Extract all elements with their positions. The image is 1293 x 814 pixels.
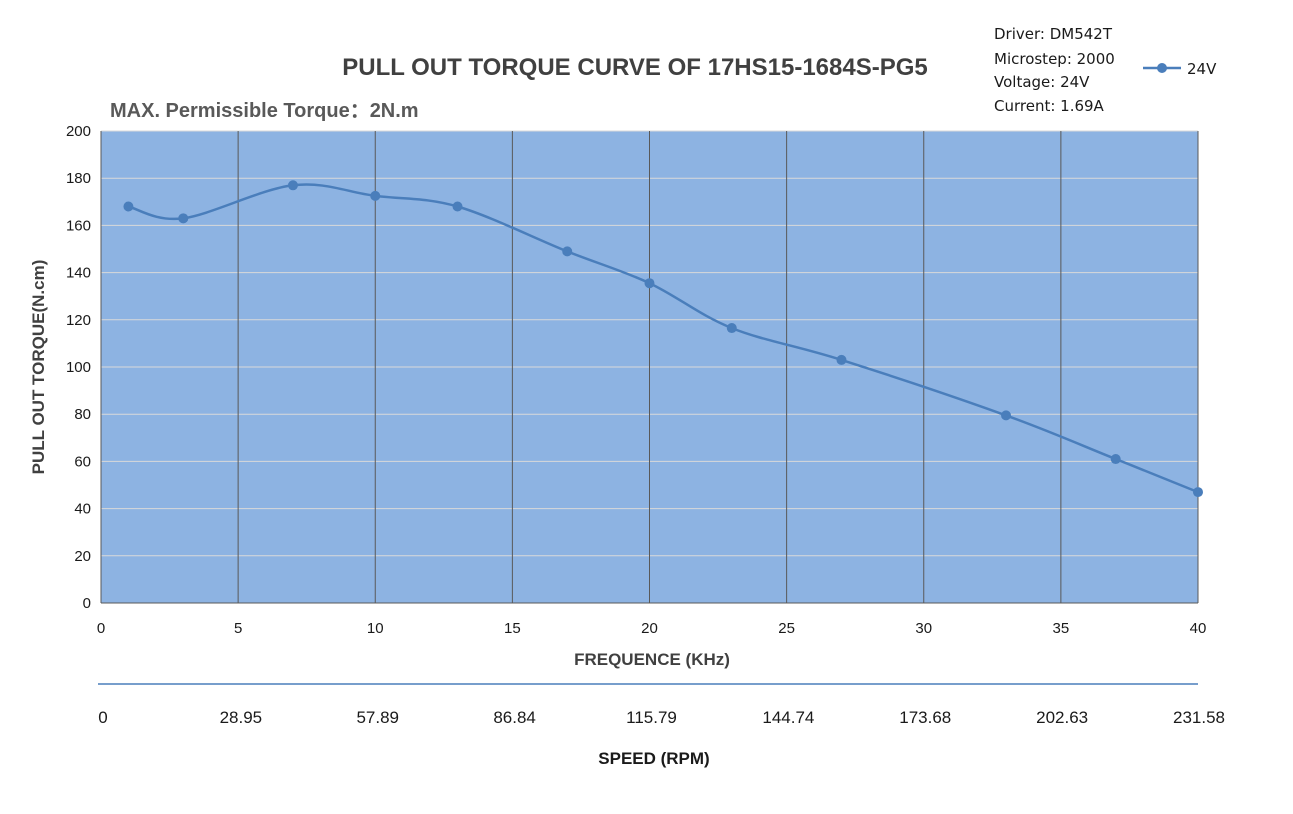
speed-tick-label: 28.95	[220, 708, 263, 727]
data-point	[370, 190, 381, 201]
info-microstep: Microstep: 2000	[994, 50, 1115, 68]
x-tick-label: 35	[1053, 620, 1070, 637]
info-current: Current: 1.69A	[994, 97, 1105, 115]
tick-labels: 0 20 40 60 80 100 120 140 160 180 200 0 5 10 15 20 25 30 3…	[66, 123, 1206, 637]
x-tick-label: 0	[97, 620, 105, 637]
data-point	[562, 246, 573, 257]
data-point	[836, 354, 847, 365]
data-point	[452, 201, 463, 212]
data-point	[123, 201, 134, 212]
y-tick-label: 40	[74, 501, 91, 518]
data-point	[644, 278, 655, 289]
y-axis-label: PULL OUT TORQUE(N.cm)	[29, 260, 48, 475]
chart-title: PULL OUT TORQUE CURVE OF 17HS15-1684S-PG…	[342, 54, 928, 81]
data-point	[178, 213, 189, 224]
x-tick-label: 10	[367, 620, 384, 637]
speed-tick-label: 202.63	[1036, 708, 1088, 727]
data-point	[287, 180, 298, 191]
x-tick-label: 30	[915, 620, 932, 637]
speed-tick-label: 86.84	[493, 708, 536, 727]
axes	[100, 131, 1198, 604]
legend: 24V	[1143, 60, 1217, 78]
x-tick-label: 5	[234, 620, 242, 637]
data-point	[1001, 410, 1012, 421]
speed-tick-labels: 0 28.95 57.89 86.84 115.79 144.74 173.68 202.63…	[98, 708, 1225, 727]
x-axis-label: FREQUENCE (KHz)	[574, 650, 730, 669]
y-tick-label: 0	[83, 595, 91, 612]
y-tick-label: 60	[74, 453, 91, 470]
info-driver: Driver: DM542T	[994, 25, 1113, 43]
y-tick-label: 120	[66, 312, 91, 329]
x-tick-label: 40	[1190, 620, 1207, 637]
x-tick-label: 20	[641, 620, 658, 637]
speed-tick-label: 57.89	[356, 708, 399, 727]
y-tick-label: 160	[66, 217, 91, 234]
speed-tick-label: 144.74	[762, 708, 814, 727]
data-point	[726, 323, 737, 334]
y-tick-label: 180	[66, 170, 91, 187]
speed-tick-label: 115.79	[626, 708, 677, 727]
y-tick-label: 200	[66, 123, 91, 140]
legend-label: 24V	[1187, 60, 1217, 78]
y-tick-label: 20	[74, 548, 91, 565]
y-tick-label: 80	[74, 406, 91, 423]
x-tick-label: 25	[778, 620, 795, 637]
legend-marker	[1157, 63, 1167, 73]
speed-tick-label: 231.58	[1173, 708, 1225, 727]
series-24v	[123, 180, 1203, 498]
data-point	[1110, 454, 1121, 465]
chart-subtitle: MAX. Permissible Torque：2N.m	[110, 100, 419, 122]
speed-axis-label: SPEED (RPM)	[598, 749, 709, 768]
x-tick-label: 15	[504, 620, 521, 637]
speed-tick-label: 173.68	[899, 708, 951, 727]
speed-tick-label: 0	[98, 708, 107, 727]
y-tick-label: 100	[66, 359, 91, 376]
info-voltage: Voltage: 24V	[994, 73, 1090, 91]
data-point	[1193, 487, 1203, 498]
gridlines	[101, 130, 1199, 603]
driver-info: Driver: DM542T Microstep: 2000 Voltage: …	[994, 25, 1115, 115]
y-tick-label: 140	[66, 265, 91, 282]
